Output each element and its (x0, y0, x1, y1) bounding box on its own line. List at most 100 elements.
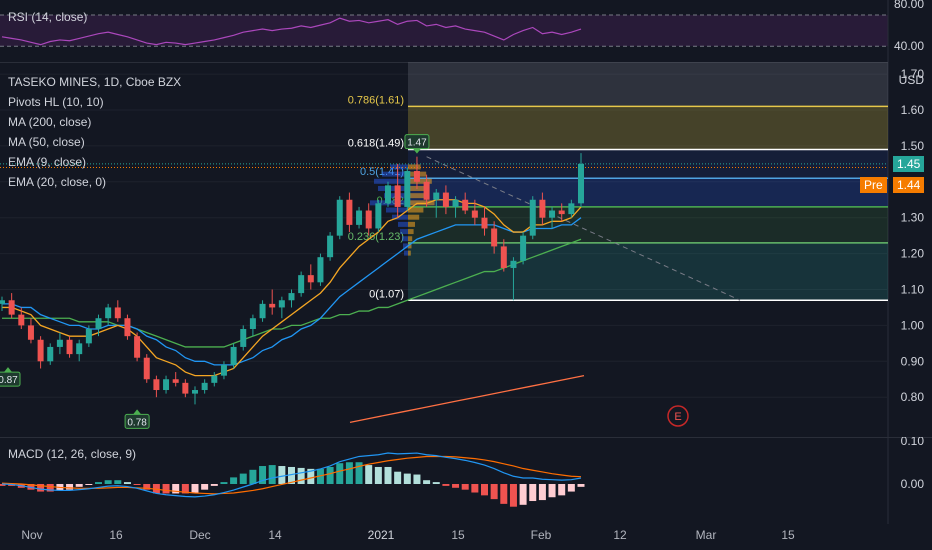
candle-body (220, 364, 227, 376)
rsi-pane[interactable]: RSI (14, close) 80.00 40.00 (0, 0, 932, 62)
volume-profile-bar (408, 193, 425, 199)
candle-body (240, 328, 247, 347)
macd-histogram-bar (355, 462, 363, 484)
fib-zone-5 (408, 178, 888, 207)
candle-body (307, 275, 314, 283)
pane-separator[interactable] (0, 62, 932, 63)
currency-label: USD (898, 73, 924, 87)
volume-profile-bar (408, 229, 414, 235)
pivots-legend[interactable]: Pivots HL (10, 10) (8, 95, 104, 109)
macd-histogram-bar (345, 462, 353, 484)
rsi-band (0, 15, 888, 47)
fib-zone-236 (408, 242, 888, 301)
macd-histogram-bar (133, 484, 141, 485)
volume-profile-bar (408, 236, 413, 242)
macd-histogram-bar (519, 484, 527, 505)
ma50-legend[interactable]: MA (50, close) (8, 135, 85, 149)
candle-body (182, 382, 189, 394)
candle-body (462, 199, 469, 211)
candle-body (66, 339, 73, 355)
pane-separator[interactable] (0, 437, 932, 438)
macd-histogram-bar (452, 484, 460, 488)
candle-body (124, 318, 131, 337)
candle-body (76, 343, 83, 355)
macd-histogram-bar (220, 482, 228, 484)
trendline (426, 156, 741, 301)
macd-histogram-bar (37, 484, 45, 492)
pivot-low-label-arrow (4, 367, 12, 373)
macd-histogram-bar (481, 484, 488, 496)
pivot-low-label: 0.87 (0, 375, 18, 386)
candle-body (510, 260, 517, 268)
time-label: Mar (695, 528, 717, 542)
fib-zone-top (408, 62, 888, 107)
candle-body (375, 203, 382, 229)
candle-body (491, 228, 498, 247)
candle-body (172, 379, 179, 383)
macd-histogram-bar (143, 484, 151, 490)
price-tick-label: 1.20 (901, 247, 925, 261)
ma200-line (349, 375, 585, 423)
volume-profile-bar (398, 221, 408, 227)
pre-market-label: Pre (860, 177, 887, 193)
price-tick-label: 1.50 (901, 139, 925, 153)
candle-body (404, 171, 411, 207)
time-axis[interactable]: Nov 16 Dec 14 2021 15 Feb 12 Mar 15 (0, 524, 932, 550)
candle-body (95, 318, 102, 329)
candle-body (539, 199, 546, 218)
macd-histogram-bar (75, 484, 83, 487)
symbol-legend[interactable]: TASEKO MINES, 1D, Cboe BZX (8, 75, 182, 89)
time-label: 14 (268, 528, 282, 542)
ema20-legend[interactable]: EMA (20, close, 0) (8, 175, 107, 189)
candle-body (423, 181, 430, 200)
macd-histogram-bar (230, 477, 238, 484)
macd-pane[interactable]: MACD (12, 26, close, 9) 0.10 0.00 (0, 437, 932, 524)
candle-body (192, 390, 198, 394)
volume-profile-bar (404, 250, 408, 256)
rsi-level-80: 80.00 (893, 0, 924, 11)
candle-body (549, 210, 556, 218)
candle-body (346, 199, 353, 225)
ma200-legend[interactable]: MA (200, close) (8, 115, 92, 129)
price-tick-label: 1.60 (901, 103, 925, 117)
candle-body (442, 192, 449, 207)
candle-body (249, 318, 256, 329)
rsi-legend[interactable]: RSI (14, close) (8, 10, 88, 24)
macd-line (1, 452, 582, 498)
macd-histogram-bar (374, 466, 382, 484)
volume-profile-bar (408, 243, 412, 249)
main-price-pane[interactable]: 1.701.601.501.401.301.201.101.000.900.80… (0, 62, 932, 437)
candle-body (394, 185, 401, 207)
volume-profile-bar (392, 214, 408, 220)
macd-histogram-bar (0, 484, 6, 486)
pre-market-price-tag: 1.44 (893, 177, 925, 193)
candle-body (336, 199, 343, 236)
candle-body (433, 192, 440, 200)
macd-histogram-bar (181, 484, 189, 494)
candle-body (298, 275, 305, 294)
macd-histogram-bar (288, 466, 295, 484)
volume-profile-bar (408, 214, 420, 220)
macd-histogram-bar (297, 467, 305, 484)
candle-body (163, 379, 170, 391)
macd-histogram-bar (123, 482, 131, 484)
macd-histogram-bar (548, 484, 556, 498)
candle-body (37, 339, 44, 362)
price-tick-label: 1.70 (901, 67, 925, 81)
macd-histogram-bar (432, 482, 440, 484)
macd-histogram-bar (259, 466, 267, 484)
macd-histogram-bar (577, 484, 585, 487)
volume-profile-bar (382, 171, 408, 177)
macd-histogram-bar (268, 465, 276, 484)
time-label: 16 (109, 528, 123, 542)
candle-body (143, 357, 150, 380)
time-label: 15 (781, 528, 795, 542)
ema9-legend[interactable]: EMA (9, close) (8, 155, 87, 169)
earnings-icon-label: E (674, 411, 681, 423)
macd-legend[interactable]: MACD (12, 26, close, 9) (8, 447, 137, 461)
volume-profile-bar (386, 207, 408, 213)
candle-body (47, 346, 54, 362)
macd-chart (0, 437, 889, 524)
fib-level-label: 0.618(1.49) (348, 137, 404, 149)
macd-histogram-bar (471, 484, 479, 493)
